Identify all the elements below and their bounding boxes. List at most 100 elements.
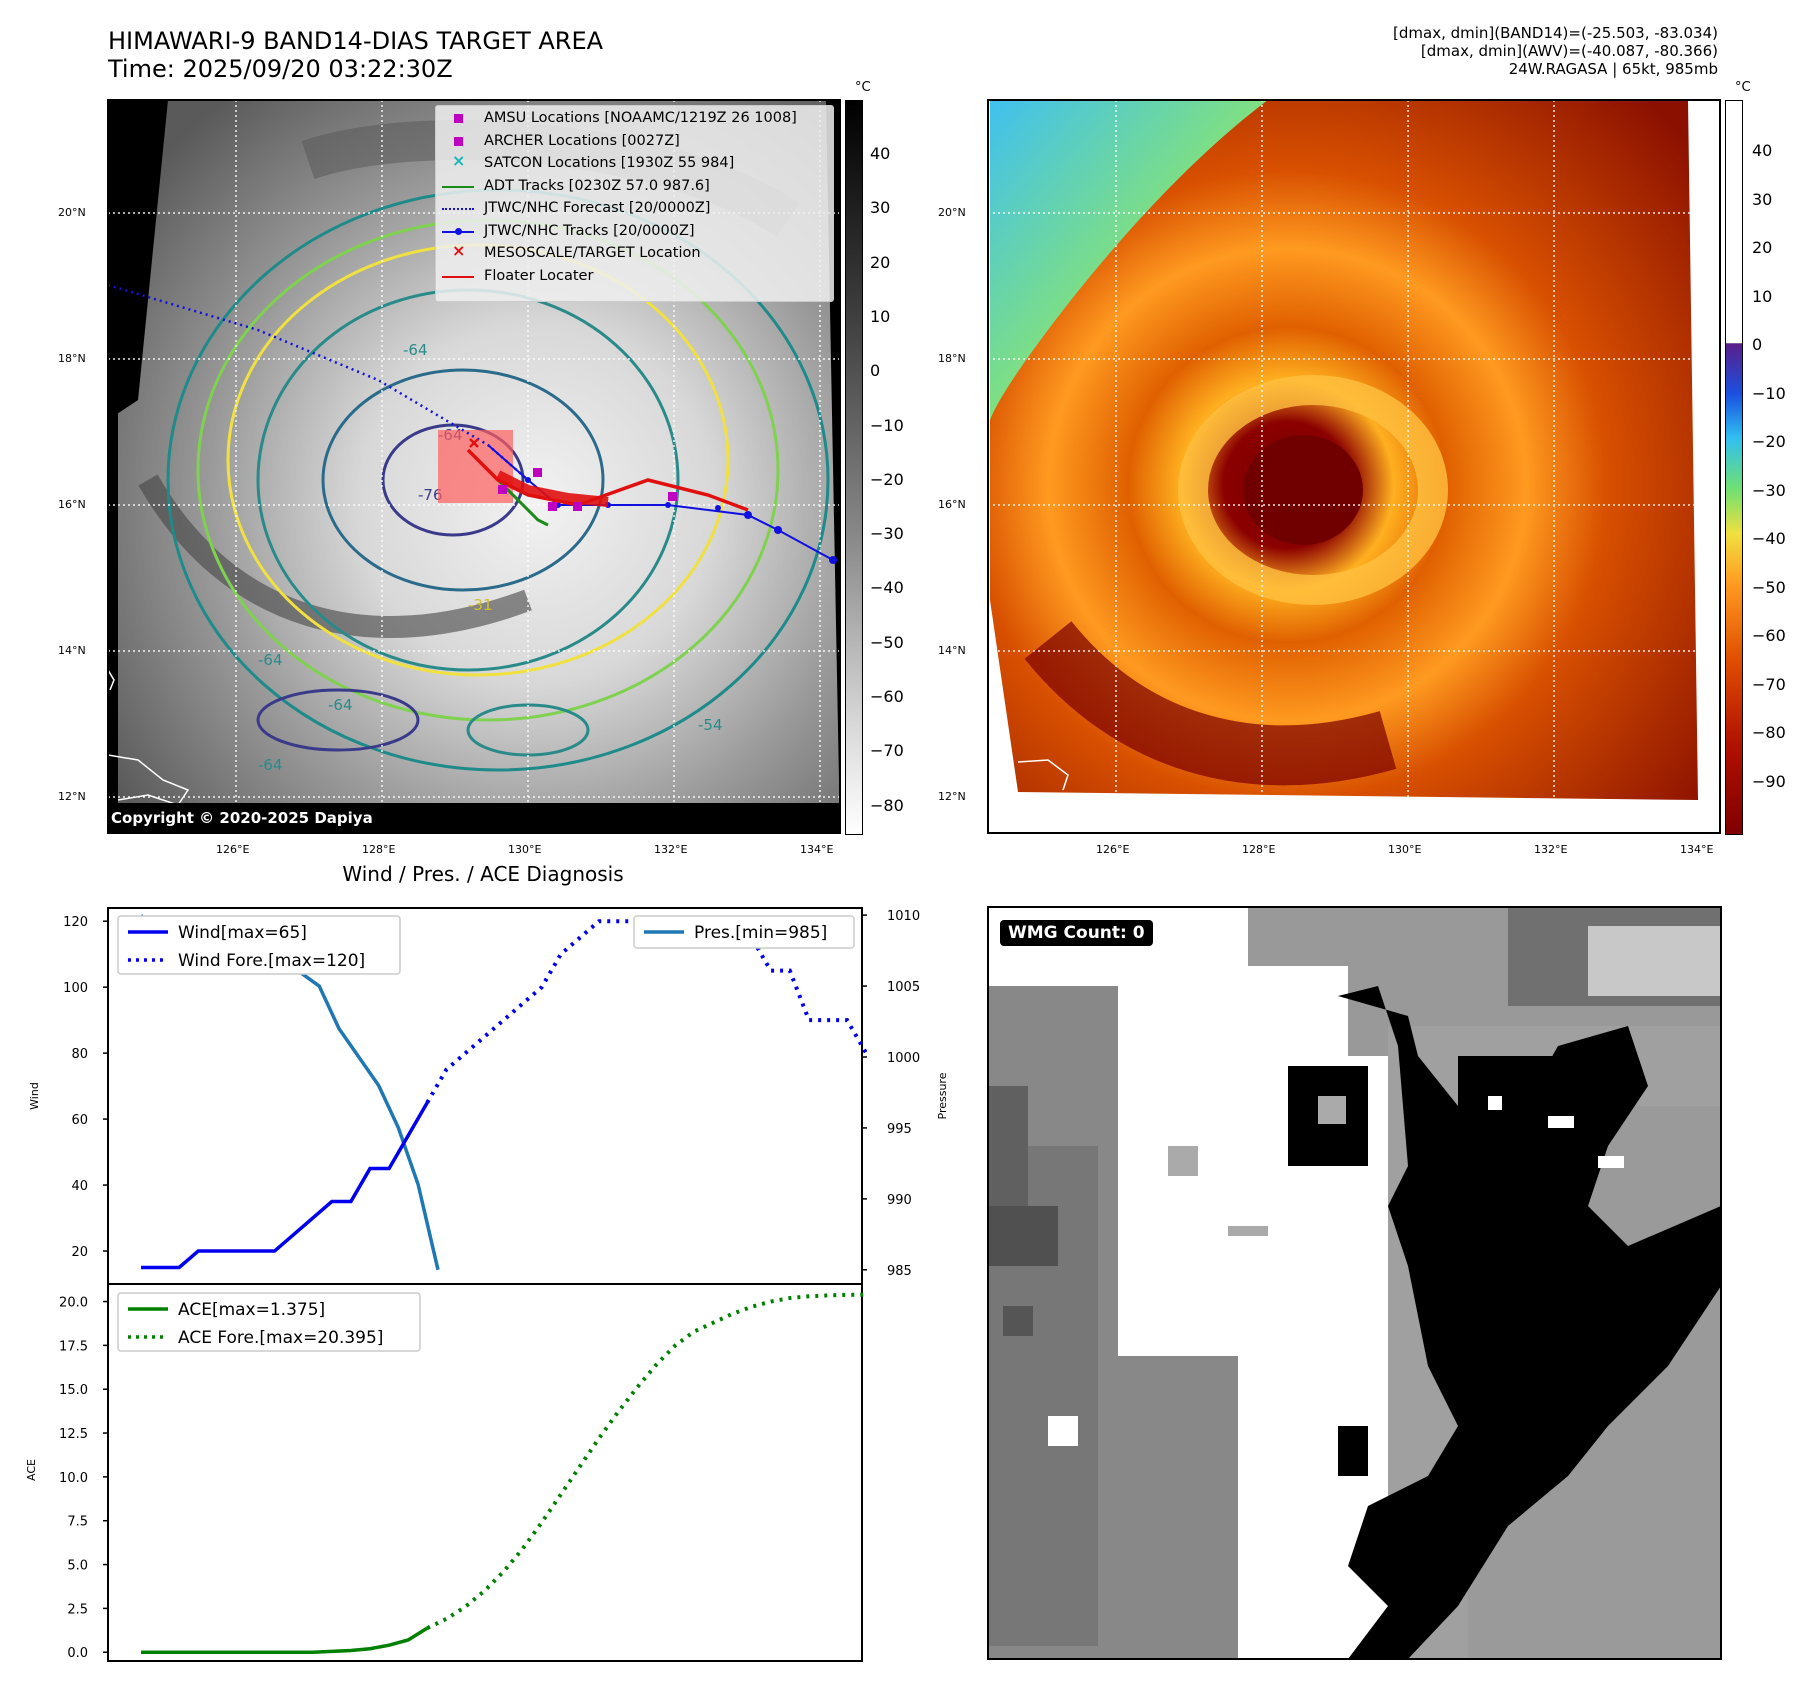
wind-tick-label: 100 <box>63 981 88 996</box>
jtwc-track-points <box>525 477 837 564</box>
colorbar-tick: 40 <box>870 144 891 163</box>
awv-lon-label: 126°E <box>1096 843 1130 856</box>
legend-label: Pres.[min=985] <box>694 923 827 943</box>
legend-item: × MESOSCALE/TARGET Location <box>452 241 701 261</box>
legend-label: Wind[max=65] <box>178 923 307 943</box>
legend-item: JTWC/NHC Forecast [20/0000Z] <box>436 199 831 219</box>
awv-lat-label: 20°N <box>938 206 966 219</box>
wind-tick-label: 120 <box>63 915 88 930</box>
legend-label: JTWC/NHC Tracks [20/0000Z] <box>484 222 695 239</box>
ace-tick-label: 17.5 <box>59 1339 88 1354</box>
colorbar-tick: −60 <box>870 687 904 706</box>
colorbar-tick: −20 <box>870 469 904 489</box>
awv-lon-label: 130°E <box>1388 843 1422 856</box>
ace-tick-label: 2.5 <box>67 1602 88 1617</box>
pres-tick-label: 1010 <box>887 909 920 924</box>
colorbar-tick: −10 <box>1752 383 1786 403</box>
wmg-frame <box>987 906 1722 1660</box>
wind-forecast-line <box>425 919 868 1104</box>
legend-label: AMSU Locations [NOAAMC/1219Z 26 1008] <box>484 110 797 126</box>
mesoscale-target-marker <box>469 438 479 448</box>
colorbar-tick: 30 <box>1752 189 1773 209</box>
colorbar-tick: −30 <box>1752 480 1786 500</box>
info-line-1: [dmax, dmin](BAND14)=(-25.503, -83.034) <box>1393 24 1718 42</box>
ir-lat-label: 12°N <box>58 790 86 803</box>
contour-label: -64 <box>403 341 428 359</box>
colorbar-tick: 30 <box>870 198 891 218</box>
ir-lat-label: 18°N <box>58 352 86 365</box>
ir-lat-label: 16°N <box>58 498 86 511</box>
diagnosis-legend <box>633 915 855 949</box>
awv-colorbar-unit: °C <box>1735 80 1751 95</box>
colorbar-tick: 40 <box>1752 141 1773 160</box>
awv-map-image <box>988 100 1720 833</box>
colorbar-tick: −70 <box>870 741 904 761</box>
colorbar-tick: −40 <box>870 578 904 598</box>
contour-label: -54 <box>698 716 723 734</box>
colorbar-tick: 10 <box>1752 286 1773 306</box>
info-line-3: 24W.RAGASA | 65kt, 985mb <box>1508 60 1718 78</box>
pres-ylabel: Pressure <box>936 1072 949 1119</box>
wmg-count-badge: WMG Count: 0 <box>1000 920 1153 946</box>
ace-line <box>141 1626 429 1654</box>
awv-lon-label: 132°E <box>1534 843 1568 856</box>
ace-tick-label: 12.5 <box>59 1427 88 1442</box>
awv-colorbar <box>1725 100 1743 835</box>
awv-lat-label: 18°N <box>938 352 966 365</box>
legend-label: JTWC/NHC Forecast [20/0000Z] <box>484 200 711 216</box>
ir-map-panel: -64 -64 -76 -31 -54 -64 -64 -64 <box>108 100 840 833</box>
wind-ylabel: Wind <box>28 1082 41 1110</box>
colorbar-tick: −30 <box>870 524 904 544</box>
legend-label: ARCHER Locations [0027Z] <box>484 132 680 149</box>
ace-tick-label: 10.0 <box>59 1471 88 1486</box>
diagnosis-title: Wind / Pres. / ACE Diagnosis <box>342 862 624 886</box>
pres-tick-label: 995 <box>887 1122 912 1137</box>
copyright-text: Copyright © 2020-2025 Dapiya <box>111 809 373 827</box>
ir-lon-label: 126°E <box>216 843 250 856</box>
awv-lat-label: 12°N <box>938 790 966 803</box>
legend-item: JTWC/NHC Tracks [20/0000Z] <box>436 222 831 242</box>
wind-tick-label: 20 <box>71 1245 88 1260</box>
colorbar-tick: −80 <box>870 795 904 815</box>
title-line-1: HIMAWARI-9 BAND14-DIAS TARGET AREA <box>108 27 604 55</box>
wind-tick-label: 40 <box>71 1179 88 1194</box>
info-line-2: [dmax, dmin](AWV)=(-40.087, -80.366) <box>1420 42 1718 60</box>
diagnosis-legend <box>117 915 401 975</box>
ace-tick-label: 7.5 <box>67 1515 88 1530</box>
contour-label: -76 <box>418 486 443 504</box>
colorbar-tick: 20 <box>1752 238 1773 257</box>
ace-ylabel: ACE <box>25 1459 38 1481</box>
pres-tick-label: 1005 <box>887 980 920 995</box>
legend-item: ADT Tracks [0230Z 57.0 987.6] <box>436 177 831 197</box>
legend-label: Floater Locater <box>484 267 594 284</box>
diagnosis-legend <box>117 1292 421 1352</box>
awv-lat-label: 16°N <box>938 498 966 511</box>
ir-colorbar <box>845 100 863 835</box>
awv-lon-label: 128°E <box>1242 843 1276 856</box>
ir-colorbar-unit: °C <box>855 80 871 95</box>
diagnosis-chart: 120 100 80 60 40 20 1010 1005 1000 995 990 985 20.0 1… <box>25 907 949 1662</box>
colorbar-tick: −50 <box>1752 577 1786 597</box>
wind-line <box>141 1101 429 1270</box>
colorbar-tick: 0 <box>1752 335 1763 354</box>
colorbar-tick: 20 <box>870 252 891 272</box>
legend-label: SATCON Locations [1930Z 55 984] <box>484 155 735 171</box>
legend-item: Floater Locater <box>436 267 831 287</box>
ir-lon-label: 132°E <box>654 843 688 856</box>
legend-label: MESOSCALE/TARGET Location <box>484 245 701 261</box>
awv-map-panel <box>988 100 1720 833</box>
awv-lon-label: 134°E <box>1680 843 1714 856</box>
contour-label: -64 <box>258 756 283 774</box>
colorbar-tick: −90 <box>1752 771 1786 791</box>
ace-tick-label: 0.0 <box>67 1646 88 1661</box>
ir-lon-label: 130°E <box>508 843 542 856</box>
ace-tick-label: 20.0 <box>59 1296 88 1311</box>
colorbar-tick: 0 <box>870 361 881 381</box>
legend-label: ACE Fore.[max=20.395] <box>178 1328 383 1348</box>
ir-lon-label: 134°E <box>800 843 834 856</box>
ace-forecast-line <box>426 1292 867 1630</box>
awv-lat-label: 14°N <box>938 644 966 657</box>
pres-tick-label: 985 <box>887 1264 912 1279</box>
amsu-archer-locations <box>498 468 677 511</box>
pres-tick-label: 990 <box>887 1193 912 1208</box>
